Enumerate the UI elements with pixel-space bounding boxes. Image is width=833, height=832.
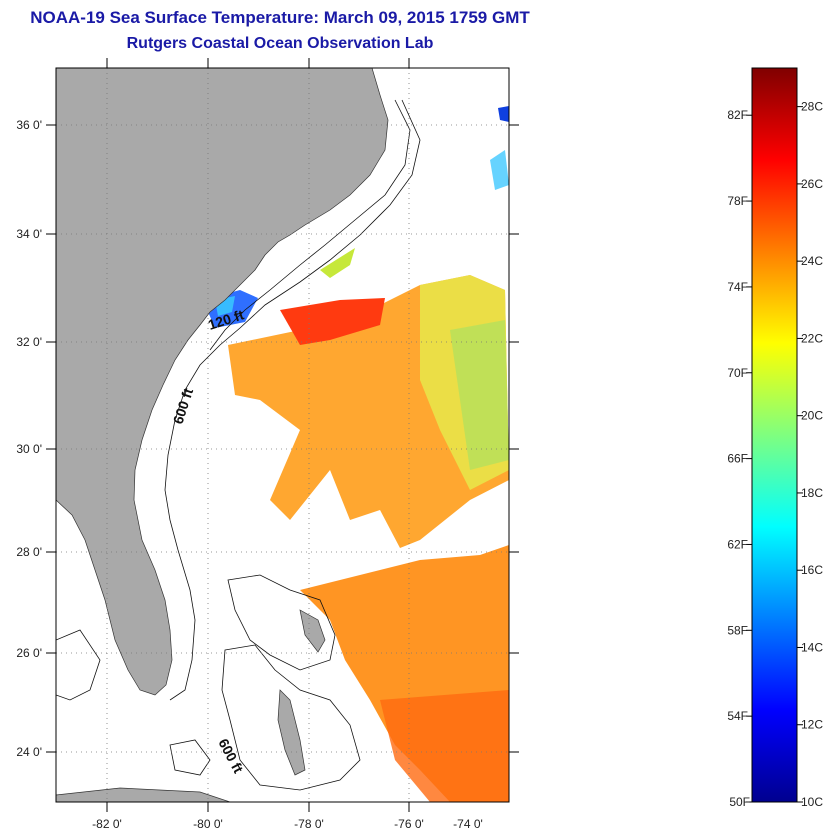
lon-label: -78 0' <box>294 817 324 831</box>
colorbar-fahrenheit-labels: 82F 78F 74F 70F 66F 62F 58F 54F 50F <box>727 108 750 809</box>
lat-label: 30 0' <box>16 442 42 456</box>
colorbar-c-ticks <box>797 106 803 803</box>
colorbar-c-label: 12C <box>801 718 823 732</box>
lon-label: -76 0' <box>394 817 424 831</box>
lon-label: -74 0' <box>453 817 483 831</box>
lat-label: 32 0' <box>16 335 42 349</box>
lon-label: -80 0' <box>193 817 223 831</box>
colorbar <box>751 67 798 803</box>
sst-data-layer <box>203 106 509 802</box>
colorbar-c-label: 20C <box>801 409 823 423</box>
axis-ticks <box>46 58 519 812</box>
lat-label: 34 0' <box>16 227 42 241</box>
colorbar-c-label: 16C <box>801 563 823 577</box>
colorbar-c-label: 10C <box>801 795 823 809</box>
colorbar-c-label: 18C <box>801 486 823 500</box>
colorbar-f-label: 82F <box>727 108 748 122</box>
island-bahamas <box>277 689 306 776</box>
colorbar-f-ticks <box>746 114 752 803</box>
colorbar-celsius-labels: 28C 26C 24C 22C 20C 18C 16C 14C 12C 10C <box>801 100 823 809</box>
colorbar-f-label: 78F <box>727 194 748 208</box>
lat-label: 26 0' <box>16 646 42 660</box>
lat-label: 24 0' <box>16 745 42 759</box>
colorbar-c-label: 28C <box>801 100 823 114</box>
map-border <box>55 67 510 803</box>
lon-label: -82 0' <box>92 817 122 831</box>
island-abaco <box>299 609 326 653</box>
land-mass <box>56 68 389 696</box>
colorbar-c-label: 14C <box>801 640 823 654</box>
graticule <box>56 68 509 802</box>
colorbar-f-label: 66F <box>727 452 748 466</box>
colorbar-c-label: 26C <box>801 177 823 191</box>
colorbar-f-label: 58F <box>727 623 748 637</box>
bathymetry-contours <box>56 99 421 791</box>
colorbar-c-label: 24C <box>801 254 823 268</box>
colorbar-c-label: 22C <box>801 331 823 345</box>
colorbar-f-label: 50F <box>729 795 750 809</box>
map-subtitle: Rutgers Coastal Ocean Observation Lab <box>126 35 434 52</box>
lat-label: 28 0' <box>16 545 42 559</box>
lat-label: 36 0' <box>16 118 42 132</box>
map-title: NOAA-19 Sea Surface Temperature: March 0… <box>30 8 530 27</box>
colorbar-f-label: 54F <box>727 709 748 723</box>
colorbar-f-label: 70F <box>727 366 748 380</box>
island-cuba <box>56 787 231 802</box>
colorbar-f-label: 62F <box>727 537 748 551</box>
colorbar-f-label: 74F <box>727 280 748 294</box>
